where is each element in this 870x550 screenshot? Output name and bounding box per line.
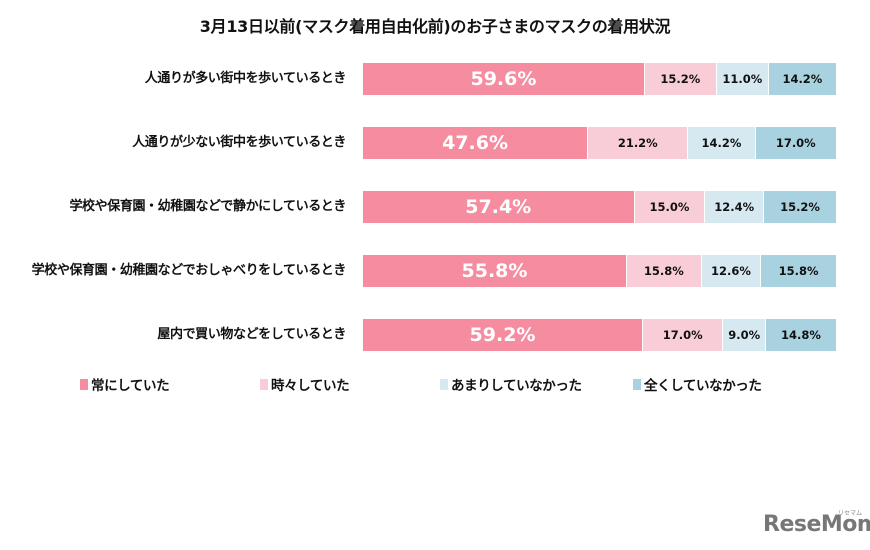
bar-segment-rarely: 12.4% — [705, 191, 765, 223]
bar-segment-always: 55.8% — [363, 255, 627, 287]
bar-segment-never: 14.2% — [768, 63, 836, 95]
bar-segment-rarely: 11.0% — [716, 63, 769, 95]
legend-label: あまりしていなかった — [451, 378, 582, 394]
legend-item-always: 常にしていた — [80, 374, 170, 394]
bar-segment-always: 57.4% — [363, 191, 635, 223]
chart-row: 人通りが少ない街中を歩いているとき 47.6% 21.2% 14.2% 17.0… — [0, 127, 870, 159]
chart-legend: 常にしていた 時々していた あまりしていなかった 全くしていなかった — [0, 374, 870, 394]
bar-segment-sometimes: 15.0% — [634, 191, 706, 223]
bar-segment-rarely: 9.0% — [723, 319, 766, 351]
logo-subtext: リセマム — [838, 510, 863, 517]
chart-row: 学校や保育園・幼稚園などでおしゃべりをしているとき 55.8% 15.8% 12… — [0, 255, 870, 287]
row-label: 学校や保育園・幼稚園などで静かにしているとき — [69, 199, 346, 214]
row-label: 人通りが少ない街中を歩いているとき — [132, 135, 346, 150]
bar-segment-always: 47.6% — [363, 127, 589, 159]
stacked-bar: 57.4% 15.0% 12.4% 15.2% — [363, 191, 836, 223]
bar-segment-never: 15.2% — [764, 191, 836, 223]
bar-segment-sometimes: 15.2% — [644, 63, 717, 95]
legend-swatch-icon — [440, 378, 448, 390]
resemom-logo: ReseMom — [763, 512, 870, 537]
legend-label: 全くしていなかった — [644, 378, 762, 394]
bar-segment-never: 17.0% — [755, 127, 836, 159]
stacked-bar: 59.6% 15.2% 11.0% 14.2% — [363, 63, 836, 95]
bar-segment-rarely: 12.6% — [701, 255, 762, 287]
bar-segment-sometimes: 17.0% — [643, 319, 724, 351]
bar-segment-sometimes: 15.8% — [626, 255, 702, 287]
chart-row: 学校や保育園・幼稚園などで静かにしているとき 57.4% 15.0% 12.4%… — [0, 191, 870, 223]
chart-row: 屋内で買い物などをしているとき 59.2% 17.0% 9.0% 14.8% — [0, 319, 870, 351]
chart-title: 3月13日以前(マスク着用自由化前)のお子さまのマスクの着用状況 — [199, 17, 671, 36]
legend-swatch-icon — [260, 378, 268, 390]
bar-segment-never: 14.8% — [765, 319, 836, 351]
row-label: 屋内で買い物などをしているとき — [157, 327, 346, 342]
legend-item-sometimes: 時々していた — [260, 374, 350, 394]
legend-item-rarely: あまりしていなかった — [440, 374, 582, 394]
bar-segment-never: 15.8% — [761, 255, 836, 287]
row-label: 学校や保育園・幼稚園などでおしゃべりをしているとき — [31, 263, 347, 278]
row-label: 人通りが多い街中を歩いているとき — [144, 71, 347, 86]
bar-segment-always: 59.2% — [363, 319, 644, 351]
legend-swatch-icon — [80, 378, 88, 390]
bar-segment-always: 59.6% — [363, 63, 645, 95]
legend-item-never: 全くしていなかった — [633, 374, 762, 394]
stacked-bar: 47.6% 21.2% 14.2% 17.0% — [363, 127, 836, 159]
legend-swatch-icon — [633, 378, 641, 390]
bar-segment-rarely: 14.2% — [688, 127, 756, 159]
stacked-bar: 55.8% 15.8% 12.6% 15.8% — [363, 255, 836, 287]
legend-label: 常にしていた — [91, 378, 170, 394]
legend-label: 時々していた — [271, 378, 350, 394]
chart-row: 人通りが多い街中を歩いているとき 59.6% 15.2% 11.0% 14.2% — [0, 63, 870, 95]
stacked-bar: 59.2% 17.0% 9.0% 14.8% — [363, 319, 836, 351]
bar-segment-sometimes: 21.2% — [588, 127, 689, 159]
